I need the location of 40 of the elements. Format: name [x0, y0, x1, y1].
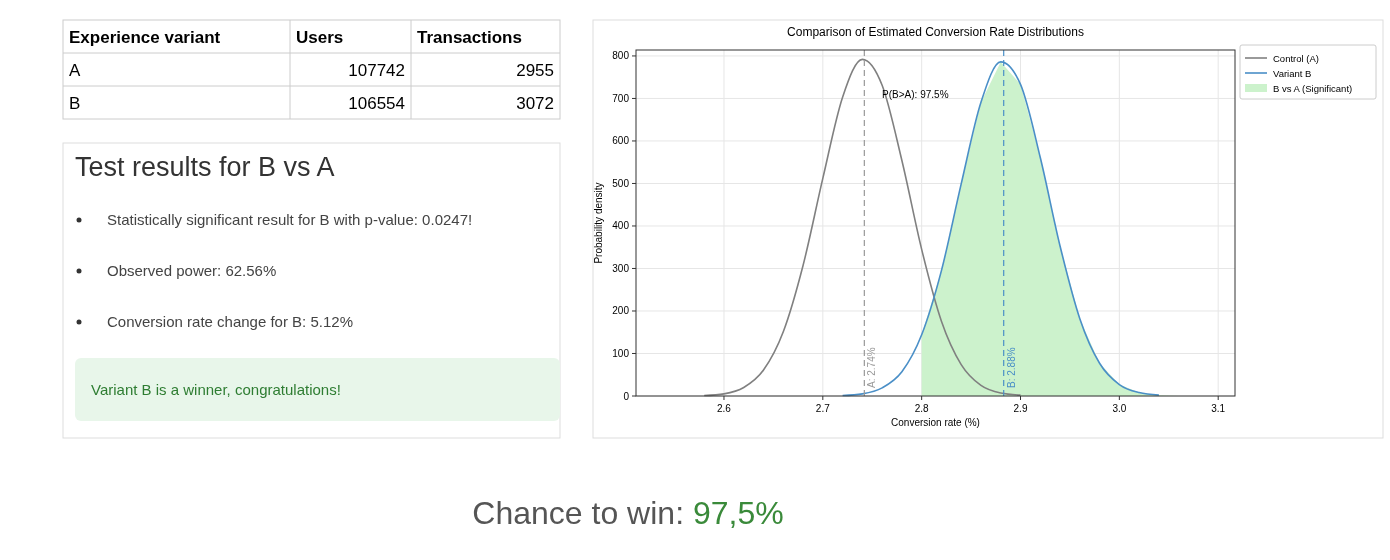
x-axis-title: Conversion rate (%) [891, 417, 980, 428]
text: 97,5% [692, 495, 784, 531]
ref-line-label: A: 2.74% [866, 347, 878, 388]
y-tick-label: 500 [612, 177, 630, 189]
category-label: B [69, 94, 81, 113]
ref-line-label: B: 2.88% [1005, 347, 1017, 388]
y-tick-label: 800 [612, 50, 630, 62]
text: Variant B is a winner, congratulations! [91, 381, 341, 398]
y-tick-label: 300 [612, 262, 630, 274]
text: Transactions [417, 28, 522, 47]
text: Conversion rate change for B: 5.12% [107, 313, 353, 330]
data-label: 3072 [516, 94, 554, 113]
annotation: P(B>A): 97.5% [882, 89, 949, 101]
text: Statistically significant result for B with p-value: 0.0247! [107, 211, 473, 228]
category-label: A [69, 61, 81, 80]
y-tick-label: 400 [612, 220, 630, 232]
series-label: Users [296, 28, 344, 47]
data-label: 106554 [348, 94, 405, 113]
x-tick-label: 3.0 [1112, 403, 1127, 414]
y-axis-title: Probability density [593, 182, 604, 264]
text: Chance to win: [472, 495, 693, 531]
data-label: 2955 [516, 61, 554, 80]
text: Test results for B vs A [75, 152, 335, 182]
x-tick-label: 2.7 [815, 403, 831, 414]
y-tick-label: 700 [612, 92, 630, 104]
x-tick-label: 2.9 [1013, 403, 1028, 414]
y-tick-label: 200 [612, 305, 630, 317]
x-tick-label: 2.8 [914, 403, 930, 414]
legend-label: B vs A (Significant) [1273, 83, 1353, 94]
y-tick-label: 100 [612, 347, 630, 359]
legend-label: Variant B [1273, 68, 1312, 79]
chart-title: Comparison of Estimated Conversion Rate Distributions [787, 25, 1084, 39]
y-tick-label: 0 [623, 390, 630, 402]
text: Observed power: 62.56% [107, 262, 277, 279]
x-tick-label: 2.6 [717, 403, 732, 414]
data-label: 107742 [348, 61, 405, 80]
legend-label: Control (A) [1273, 53, 1319, 64]
text: Experience variant [69, 28, 221, 47]
x-tick-label: 3.1 [1211, 403, 1226, 414]
y-tick-label: 600 [612, 135, 630, 147]
